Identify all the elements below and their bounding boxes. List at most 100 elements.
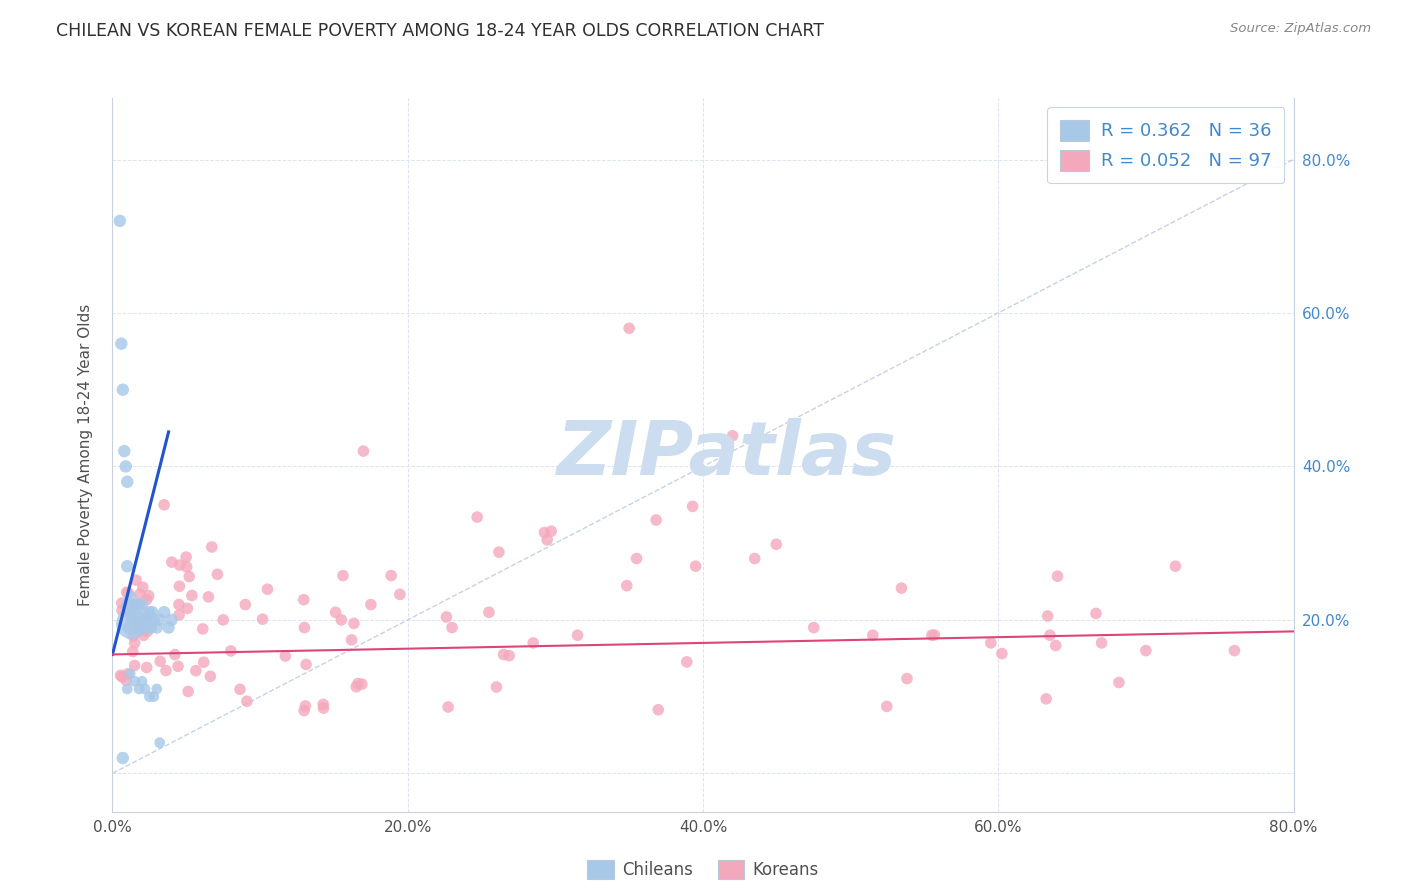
Text: CHILEAN VS KOREAN FEMALE POVERTY AMONG 18-24 YEAR OLDS CORRELATION CHART: CHILEAN VS KOREAN FEMALE POVERTY AMONG 1… [56,22,824,40]
Point [134,681,156,696]
Point [125,573,148,587]
Point [721,428,744,442]
Point [1084,607,1107,621]
Point [124,636,146,650]
Point [765,537,787,551]
Point [295,657,318,672]
Point [160,613,183,627]
Point [136,609,159,624]
Point [167,598,190,612]
Point [292,621,315,635]
Point [131,613,153,627]
Point [111,670,134,684]
Point [498,648,520,663]
Point [645,513,668,527]
Point [135,660,157,674]
Point [229,682,252,697]
Point [626,551,648,566]
Point [347,676,370,690]
Point [120,610,142,624]
Point [890,581,912,595]
Point [921,628,943,642]
Point [252,612,274,626]
Point [862,628,884,642]
Point [129,623,152,637]
Point [120,666,142,681]
Point [924,628,946,642]
Point [236,694,259,708]
Point [352,444,374,458]
Point [980,636,1002,650]
Point [991,647,1014,661]
Point [127,616,149,631]
Point [142,613,165,627]
Point [167,659,190,673]
Point [207,567,229,582]
Point [200,669,222,683]
Point [138,605,160,619]
Point [110,336,132,351]
Point [1045,639,1067,653]
Point [1035,691,1057,706]
Point [388,587,411,601]
Point [179,569,201,583]
Legend: Chileans, Koreans: Chileans, Koreans [581,853,825,886]
Y-axis label: Female Poverty Among 18-24 Year Olds: Female Poverty Among 18-24 Year Olds [79,304,93,606]
Point [146,681,169,696]
Point [437,700,460,714]
Point [312,701,335,715]
Point [117,598,138,612]
Point [135,621,157,635]
Point [540,524,562,538]
Point [122,613,145,627]
Point [616,579,638,593]
Point [167,607,190,622]
Point [111,596,134,610]
Point [110,668,132,682]
Point [675,655,697,669]
Point [360,598,382,612]
Point [132,580,155,594]
Point [896,672,918,686]
Point [176,560,198,574]
Point [803,621,825,635]
Point [117,666,139,681]
Point [1135,643,1157,657]
Point [160,555,183,569]
Point [647,703,669,717]
Point [685,559,707,574]
Point [129,587,152,601]
Point [117,475,138,489]
Point [219,644,242,658]
Point [176,601,198,615]
Point [350,677,373,691]
Point [522,636,544,650]
Point [180,589,202,603]
Point [117,559,138,574]
Point [876,699,898,714]
Point [1108,675,1130,690]
Point [139,621,162,635]
Point [136,624,159,639]
Point [184,664,207,678]
Point [536,533,558,547]
Point [111,751,134,765]
Point [146,621,169,635]
Point [138,589,160,603]
Point [157,621,180,635]
Point [134,613,156,627]
Point [465,510,488,524]
Point [121,644,143,658]
Point [124,674,146,689]
Point [121,616,143,631]
Point [177,684,200,698]
Point [332,568,354,582]
Point [340,632,363,647]
Point [533,525,555,540]
Point [325,605,347,619]
Point [132,628,155,642]
Point [127,613,149,627]
Point [124,658,146,673]
Point [125,597,148,611]
Point [128,613,150,627]
